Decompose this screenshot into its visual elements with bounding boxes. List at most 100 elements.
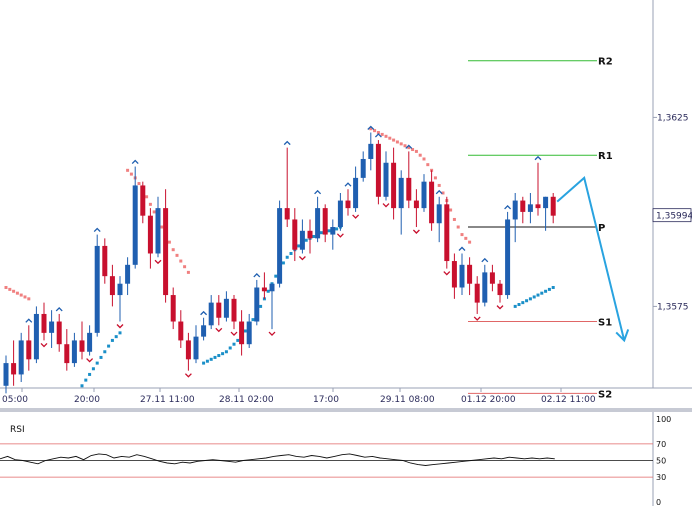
candle bbox=[550, 193, 556, 224]
candle-body bbox=[140, 185, 146, 216]
candle-body bbox=[216, 302, 222, 318]
candle bbox=[444, 196, 450, 269]
sar-dot-below bbox=[525, 299, 529, 303]
sar-dot-above bbox=[464, 236, 468, 240]
candle bbox=[170, 287, 176, 330]
candle-body bbox=[56, 321, 62, 345]
candle-body bbox=[444, 204, 450, 262]
candle bbox=[26, 325, 32, 371]
sar-dot-below bbox=[91, 367, 95, 371]
candle bbox=[49, 310, 55, 348]
fractal-down-arrow bbox=[40, 342, 48, 348]
candle bbox=[527, 193, 533, 224]
candlesticks bbox=[3, 132, 556, 394]
time-tick-label: 20:00 bbox=[74, 395, 100, 405]
candle-body bbox=[406, 177, 412, 201]
level-label-p: P bbox=[598, 223, 605, 234]
candle-body bbox=[375, 143, 381, 197]
candle-body bbox=[497, 283, 503, 296]
sar-dot-above bbox=[407, 146, 411, 150]
sar-dot-above bbox=[152, 210, 156, 214]
candle bbox=[178, 310, 184, 348]
candle-body bbox=[178, 321, 184, 341]
forecast-line bbox=[556, 176, 626, 341]
candle-body bbox=[512, 200, 518, 220]
candle-body bbox=[398, 177, 404, 209]
fractal-up-arrow bbox=[504, 204, 512, 210]
candle bbox=[71, 332, 77, 367]
candle bbox=[269, 283, 275, 330]
fractal-down-arrow bbox=[116, 324, 124, 329]
sar-dot-above bbox=[15, 291, 19, 295]
candle-body bbox=[337, 200, 343, 228]
candle bbox=[353, 166, 359, 212]
candle bbox=[261, 272, 267, 299]
fractal-up-arrow bbox=[344, 182, 352, 187]
candle bbox=[117, 276, 123, 322]
rsi-tick-label: 0 bbox=[656, 498, 661, 506]
fractal-up-arrow bbox=[367, 125, 375, 130]
candle-body bbox=[11, 363, 17, 375]
candle bbox=[147, 208, 153, 269]
candle bbox=[102, 238, 108, 284]
fractal-up-arrow bbox=[253, 273, 261, 278]
fractal-down-arrow bbox=[215, 327, 223, 333]
sar-dot-below bbox=[517, 303, 521, 307]
sar-dot-above bbox=[23, 295, 27, 299]
sar-dot-below bbox=[95, 361, 99, 365]
candle bbox=[315, 196, 321, 243]
sar-dot-below bbox=[118, 331, 122, 335]
candle bbox=[429, 170, 435, 231]
sar-dot-above bbox=[422, 157, 426, 161]
sar-dot-above bbox=[167, 240, 171, 244]
candle bbox=[292, 208, 298, 262]
sar-dot-below bbox=[80, 384, 84, 388]
sar-dot-above bbox=[392, 138, 396, 142]
fractal-down-arrow bbox=[496, 305, 504, 310]
candle bbox=[383, 151, 389, 201]
sar-dot-below bbox=[251, 318, 255, 322]
sar-dot-below bbox=[209, 357, 213, 361]
candle-body bbox=[322, 208, 328, 235]
candle bbox=[330, 219, 336, 250]
candle-body bbox=[330, 227, 336, 235]
candle-body bbox=[163, 208, 169, 296]
candle bbox=[3, 355, 9, 394]
sar-dot-above bbox=[411, 148, 415, 152]
sar-dot-above bbox=[27, 297, 31, 301]
sar-dot-above bbox=[414, 149, 418, 153]
sar-dot-below bbox=[304, 238, 308, 242]
candle-body bbox=[102, 245, 108, 277]
candle-body bbox=[79, 340, 85, 352]
sar-dot-below bbox=[513, 304, 517, 308]
candle-body bbox=[520, 200, 526, 212]
candle-body bbox=[535, 204, 541, 209]
sar-dot-below bbox=[335, 227, 339, 231]
candle-body bbox=[459, 264, 465, 288]
candle bbox=[451, 253, 457, 299]
sar-dot-below bbox=[281, 261, 285, 265]
sar-dot-above bbox=[456, 225, 460, 229]
sar-dot-above bbox=[395, 140, 399, 144]
rsi-line bbox=[0, 453, 555, 466]
candle bbox=[239, 310, 245, 356]
current-price-label: 1,35994 bbox=[656, 212, 692, 222]
candle bbox=[125, 257, 131, 296]
fractal-up-arrow bbox=[200, 310, 208, 316]
candle-body bbox=[277, 208, 283, 284]
sar-dot-above bbox=[418, 153, 422, 157]
level-label-s2: S2 bbox=[598, 389, 612, 400]
candle-body bbox=[467, 264, 473, 284]
sar-dot-above bbox=[452, 217, 456, 221]
candle-body bbox=[436, 204, 442, 224]
forecast-arrowhead bbox=[615, 329, 630, 343]
price-tick-label: 1,3625 bbox=[657, 113, 689, 123]
fractal-down-arrow bbox=[154, 259, 162, 265]
sar-dot-below bbox=[532, 295, 536, 299]
candle bbox=[254, 279, 260, 326]
sar-dot-below bbox=[312, 234, 316, 238]
candle-body bbox=[170, 295, 176, 322]
candle bbox=[482, 264, 488, 307]
candle bbox=[375, 140, 381, 205]
